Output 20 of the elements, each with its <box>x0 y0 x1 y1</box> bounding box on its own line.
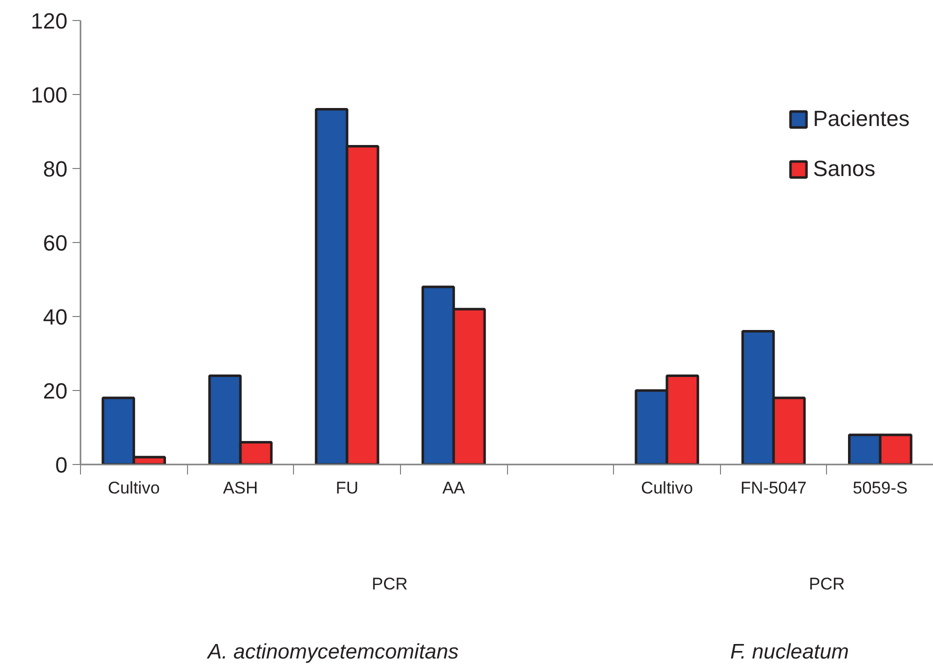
x-tick-label: FU <box>336 478 358 498</box>
y-tick-label: 0 <box>55 452 68 478</box>
text: A. actinomycetemcomitans <box>206 640 460 664</box>
y-tick-label: 100 <box>30 82 68 108</box>
x-tick-label: Cultivo <box>640 478 693 498</box>
text: F. nucleatum <box>730 640 849 664</box>
legend-label: Sanos <box>813 156 876 182</box>
y-tick-label: 60 <box>43 230 68 256</box>
x-tick-label: AA <box>442 478 466 498</box>
x-tick-label: Cultivo <box>108 478 160 498</box>
legend-label: Pacientes <box>813 106 910 132</box>
x-tick-label: ASH <box>222 478 258 498</box>
y-tick-label: 40 <box>43 304 68 330</box>
x-tick-label: FN-5047 <box>740 478 807 498</box>
x-tick-label: 5059-S <box>852 478 908 498</box>
text: PCR <box>372 574 408 594</box>
y-tick-label: 20 <box>43 378 68 404</box>
y-tick-label: 120 <box>30 8 68 34</box>
text: PCR <box>808 574 845 594</box>
y-tick-label: 80 <box>43 156 68 182</box>
